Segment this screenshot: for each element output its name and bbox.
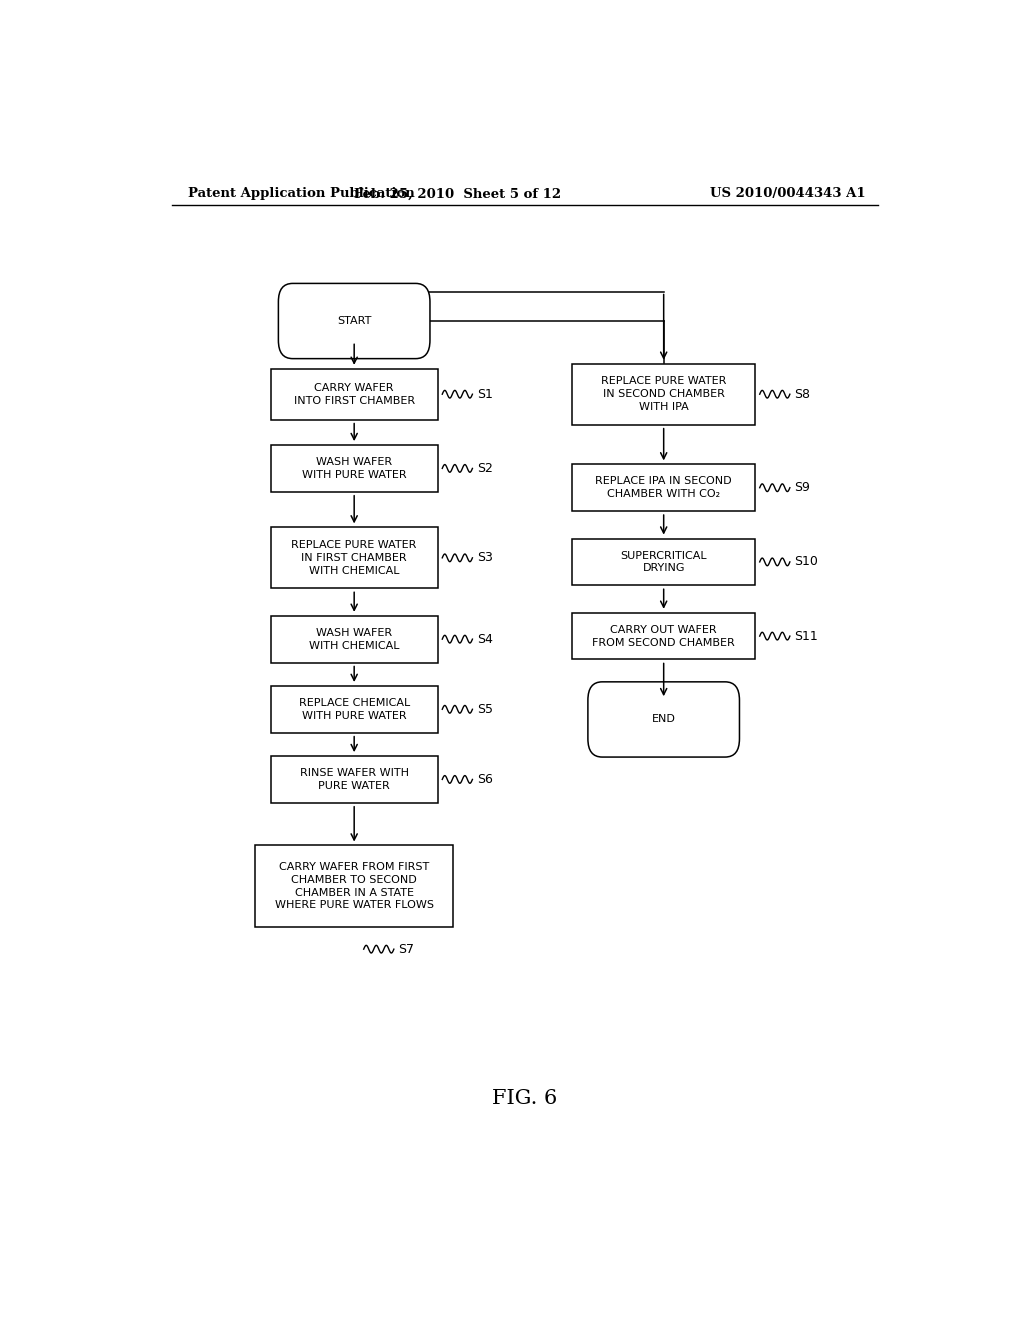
FancyBboxPatch shape <box>588 682 739 758</box>
Text: RINSE WAFER WITH
PURE WATER: RINSE WAFER WITH PURE WATER <box>300 768 409 791</box>
FancyBboxPatch shape <box>572 364 755 425</box>
FancyBboxPatch shape <box>572 612 755 660</box>
Text: CARRY WAFER
INTO FIRST CHAMBER: CARRY WAFER INTO FIRST CHAMBER <box>294 383 415 405</box>
Text: WASH WAFER
WITH PURE WATER: WASH WAFER WITH PURE WATER <box>302 457 407 479</box>
Text: REPLACE PURE WATER
IN SECOND CHAMBER
WITH IPA: REPLACE PURE WATER IN SECOND CHAMBER WIT… <box>601 376 726 412</box>
Text: S2: S2 <box>477 462 494 475</box>
Text: CARRY WAFER FROM FIRST
CHAMBER TO SECOND
CHAMBER IN A STATE
WHERE PURE WATER FLO: CARRY WAFER FROM FIRST CHAMBER TO SECOND… <box>274 862 434 911</box>
FancyBboxPatch shape <box>270 445 437 492</box>
Text: S4: S4 <box>477 632 494 645</box>
Text: START: START <box>337 315 372 326</box>
Text: S10: S10 <box>795 556 818 569</box>
FancyBboxPatch shape <box>279 284 430 359</box>
Text: Feb. 25, 2010  Sheet 5 of 12: Feb. 25, 2010 Sheet 5 of 12 <box>353 187 561 201</box>
Text: FIG. 6: FIG. 6 <box>493 1089 557 1107</box>
FancyBboxPatch shape <box>270 368 437 420</box>
Text: S6: S6 <box>477 774 494 785</box>
Text: US 2010/0044343 A1: US 2010/0044343 A1 <box>711 187 866 201</box>
Text: S1: S1 <box>477 388 494 401</box>
Text: Patent Application Publication: Patent Application Publication <box>187 187 415 201</box>
Text: S3: S3 <box>477 552 494 565</box>
Text: REPLACE CHEMICAL
WITH PURE WATER: REPLACE CHEMICAL WITH PURE WATER <box>299 698 410 721</box>
FancyBboxPatch shape <box>270 615 437 663</box>
FancyBboxPatch shape <box>270 686 437 733</box>
Text: S7: S7 <box>398 942 415 956</box>
Text: REPLACE IPA IN SECOND
CHAMBER WITH CO₂: REPLACE IPA IN SECOND CHAMBER WITH CO₂ <box>595 477 732 499</box>
FancyBboxPatch shape <box>270 528 437 589</box>
Text: SUPERCRITICAL
DRYING: SUPERCRITICAL DRYING <box>621 550 707 573</box>
FancyBboxPatch shape <box>255 846 454 927</box>
FancyBboxPatch shape <box>572 465 755 511</box>
Text: S8: S8 <box>795 388 811 401</box>
Text: REPLACE PURE WATER
IN FIRST CHAMBER
WITH CHEMICAL: REPLACE PURE WATER IN FIRST CHAMBER WITH… <box>292 540 417 576</box>
Text: S11: S11 <box>795 630 818 643</box>
FancyBboxPatch shape <box>270 756 437 803</box>
Text: WASH WAFER
WITH CHEMICAL: WASH WAFER WITH CHEMICAL <box>309 628 399 651</box>
Text: S5: S5 <box>477 702 494 715</box>
FancyBboxPatch shape <box>572 539 755 585</box>
Text: CARRY OUT WAFER
FROM SECOND CHAMBER: CARRY OUT WAFER FROM SECOND CHAMBER <box>592 624 735 648</box>
Text: END: END <box>651 714 676 725</box>
Text: S9: S9 <box>795 482 811 494</box>
